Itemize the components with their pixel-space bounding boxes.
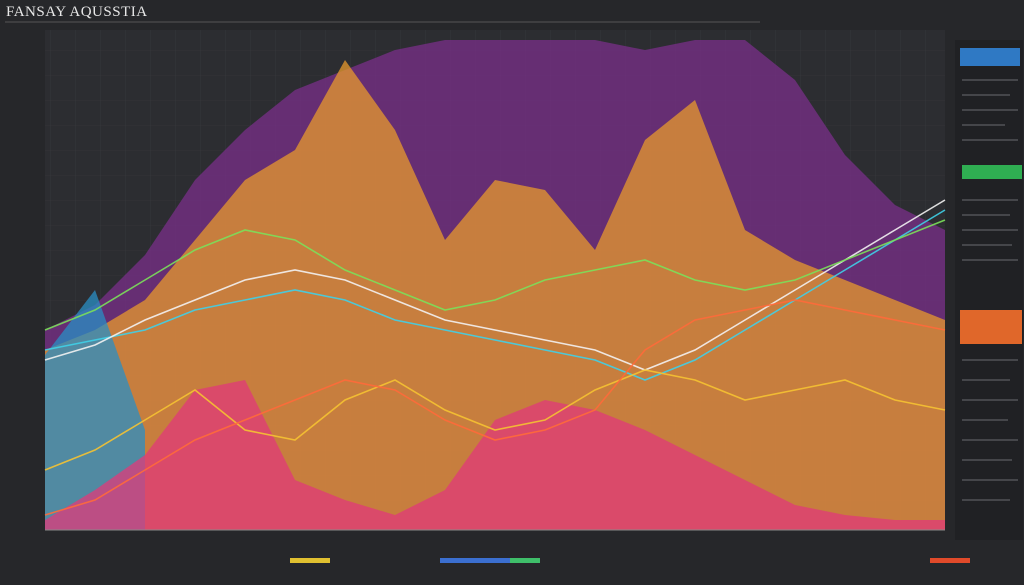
line [44,369,946,471]
marks [44,40,946,530]
area [45,290,145,530]
bottom-bar [290,558,970,563]
line [44,219,946,331]
line [44,299,946,516]
chart-title: FANSAY AQUSSTIA [6,4,148,20]
line [44,199,946,371]
area [45,380,945,530]
side-panel [955,40,1023,540]
area [45,60,945,530]
